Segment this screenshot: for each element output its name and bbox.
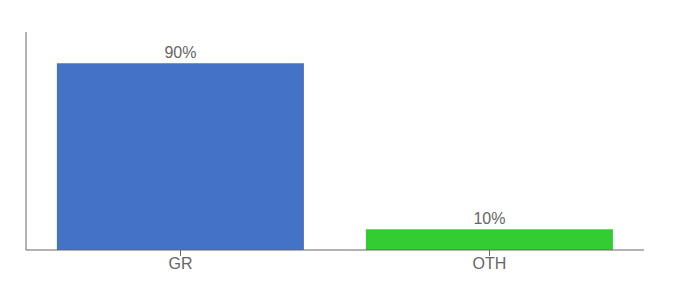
svg-text:90%: 90% [164, 44, 196, 61]
svg-text:OTH: OTH [473, 255, 507, 272]
svg-text:GR: GR [169, 255, 193, 272]
svg-text:10%: 10% [473, 210, 505, 227]
